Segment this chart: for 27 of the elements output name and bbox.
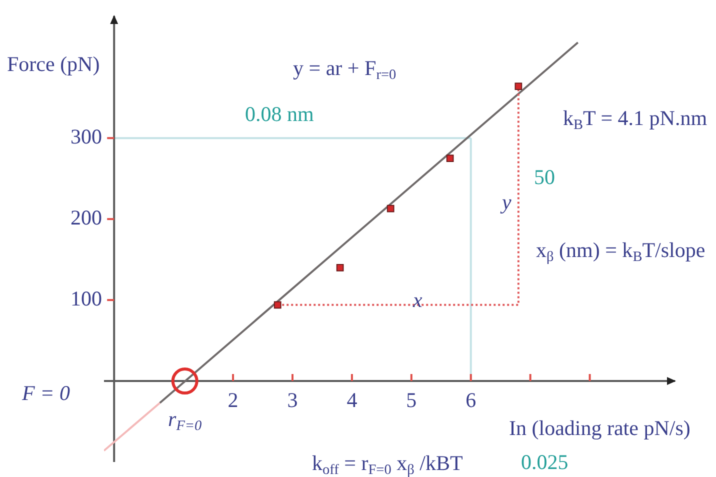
x-tick-label: 2 — [228, 388, 238, 412]
x-tick-label: 6 — [466, 388, 476, 412]
y-tick-label: 200 — [70, 206, 102, 230]
text: y = ar + F$_{r=0}$ — [293, 56, 396, 84]
point — [274, 301, 282, 309]
y-axis-title: Force (pN) — [7, 52, 100, 76]
annotation: k$_{off}$ = r$_{F=0}$ x$_{β}$ /kBT — [312, 450, 463, 477]
annotation: y — [502, 190, 512, 214]
y-tick-label: 100 — [70, 286, 102, 311]
annotation: 0.08 nm — [245, 102, 314, 126]
text: F = 0 — [22, 380, 70, 406]
y-tick-label: 300 — [70, 124, 102, 149]
x-tick-label: 4 — [346, 388, 358, 412]
annotation: r$_{F=0}$ — [168, 406, 202, 434]
point — [514, 82, 522, 90]
annotation: k$_{B}$T = 4.1 pN.nm — [563, 106, 708, 134]
point — [171, 368, 198, 395]
annotation: x$_{β}$ (nm) = k$_{B}$T/slope — [536, 238, 706, 266]
annotation: 50 — [534, 164, 555, 190]
point — [446, 154, 454, 162]
annotation: 0.025 — [521, 450, 568, 474]
point — [336, 264, 344, 272]
x-axis-title: In (loading rate pN/s) — [509, 416, 690, 440]
x-tick-label: 3 — [287, 388, 298, 412]
annotation: x — [413, 288, 422, 312]
point — [386, 204, 394, 212]
x-tick-label: 5 — [406, 388, 417, 412]
